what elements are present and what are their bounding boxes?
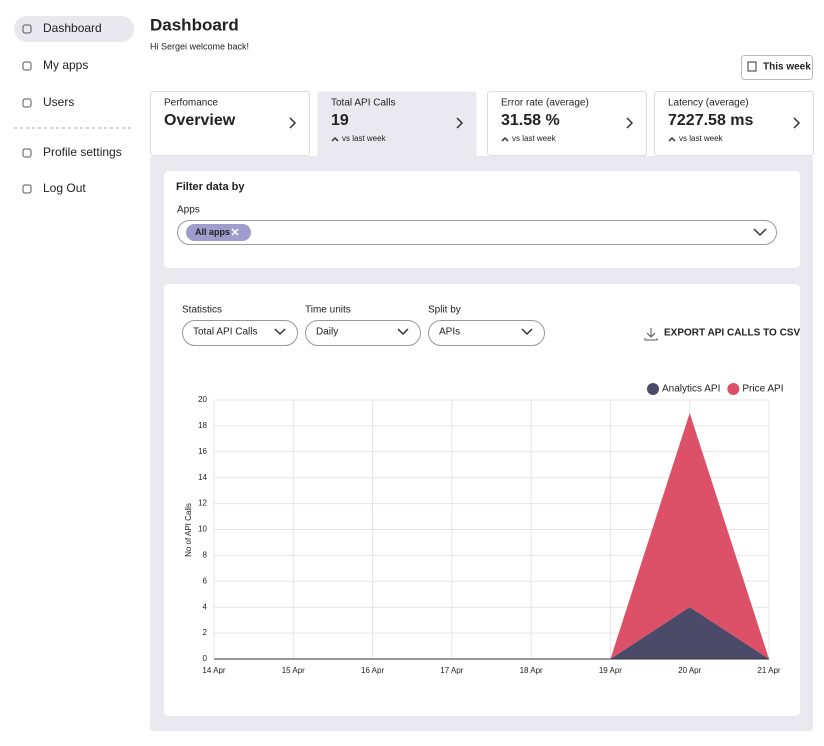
chevron (668, 136, 676, 142)
area (214, 412, 769, 659)
x-tick-label: 14 Apr (202, 666, 225, 675)
legend-swatch (727, 383, 740, 395)
legend-label: Analytics API (662, 384, 720, 395)
range-label[interactable]: This week (763, 62, 811, 73)
nav-icon (22, 98, 32, 108)
filter-title: Filter data by (176, 181, 245, 193)
control-label: Split by (428, 305, 461, 316)
subtitle: Hi Sergei welcome back! (150, 41, 249, 51)
chevron (521, 328, 533, 336)
metric-card[interactable] (150, 91, 310, 156)
apps-label: Apps (177, 205, 200, 216)
metric-card[interactable] (487, 91, 647, 156)
x-tick-label: 16 Apr (361, 666, 384, 675)
page-title: Dashboard (150, 15, 239, 34)
x-tick-label: 20 Apr (678, 666, 701, 675)
nav-item[interactable]: My apps (43, 58, 88, 72)
nav-icon (22, 184, 32, 194)
x-tick-label: 15 Apr (282, 666, 305, 675)
calendar-icon (747, 61, 757, 72)
y-tick-label: 12 (198, 499, 207, 508)
y-tick-label: 2 (203, 628, 208, 637)
nav-icon (22, 61, 32, 71)
card-delta: vs last week (512, 134, 557, 143)
nav-item[interactable]: Log Out (43, 181, 86, 195)
chevron (793, 117, 801, 129)
y-tick-label: 16 (198, 447, 207, 456)
y-axis-label: No of API Calls (184, 503, 193, 557)
area (214, 607, 769, 659)
card-value: 19 (331, 112, 349, 129)
card-value: 31.58 % (501, 112, 560, 129)
dropdown[interactable] (182, 320, 298, 346)
chevron (397, 328, 409, 336)
dropdown-value[interactable]: Total API Calls (193, 327, 257, 338)
card-value: 7227.58 ms (668, 112, 754, 129)
y-tick-label: 18 (198, 421, 207, 430)
dropdown[interactable] (428, 320, 545, 346)
export-link[interactable]: EXPORT API CALLS TO CSV (664, 328, 800, 339)
control-label: Statistics (182, 305, 222, 316)
card-delta: vs last week (679, 134, 724, 143)
active-nav-bg (14, 16, 134, 42)
x-tick-label: 21 Apr (757, 666, 780, 675)
metric-card[interactable] (654, 91, 814, 156)
chevron (274, 328, 286, 336)
legend-label: Price API (742, 384, 783, 395)
download-icon (644, 328, 658, 341)
y-tick-label: 6 (203, 576, 208, 585)
dropdown[interactable] (305, 320, 421, 346)
chevron (331, 136, 339, 142)
y-tick-label: 8 (203, 551, 208, 560)
control-label: Time units (305, 305, 351, 316)
apps-select[interactable] (177, 220, 777, 245)
metric-card[interactable] (317, 91, 477, 162)
card-value: Overview (164, 112, 236, 129)
chip[interactable] (186, 224, 251, 241)
nav-item[interactable]: Dashboard (43, 21, 102, 35)
chevron (456, 117, 464, 129)
chevron (501, 136, 509, 142)
chevron (289, 117, 297, 129)
y-tick-label: 0 (203, 654, 208, 663)
legend-swatch (647, 383, 659, 395)
nav-item[interactable]: Profile settings (43, 145, 122, 159)
x-tick-label: 17 Apr (440, 666, 463, 675)
dropdown-value[interactable]: APIs (439, 327, 460, 338)
nav-icon (22, 24, 32, 34)
card-label: Total API Calls (331, 98, 395, 109)
card-label: Latency (average) (668, 98, 749, 109)
chevron (753, 228, 767, 237)
y-tick-label: 14 (198, 473, 207, 482)
dropdown-value[interactable]: Daily (316, 327, 338, 338)
range-button[interactable] (741, 55, 813, 80)
x-tick-label: 18 Apr (520, 666, 543, 675)
y-tick-label: 4 (203, 602, 208, 611)
y-tick-label: 20 (198, 395, 207, 404)
card-delta: vs last week (342, 134, 387, 143)
chip-remove-icon[interactable] (231, 228, 239, 236)
chevron (626, 117, 634, 129)
card-label: Perfomance (164, 98, 218, 109)
chip-label[interactable]: All apps (195, 227, 230, 237)
y-tick-label: 10 (198, 525, 207, 534)
x-tick-label: 19 Apr (599, 666, 622, 675)
nav-icon (22, 148, 32, 158)
filter-card (164, 171, 800, 268)
nav-item[interactable]: Users (43, 95, 74, 109)
card-label: Error rate (average) (501, 98, 589, 109)
